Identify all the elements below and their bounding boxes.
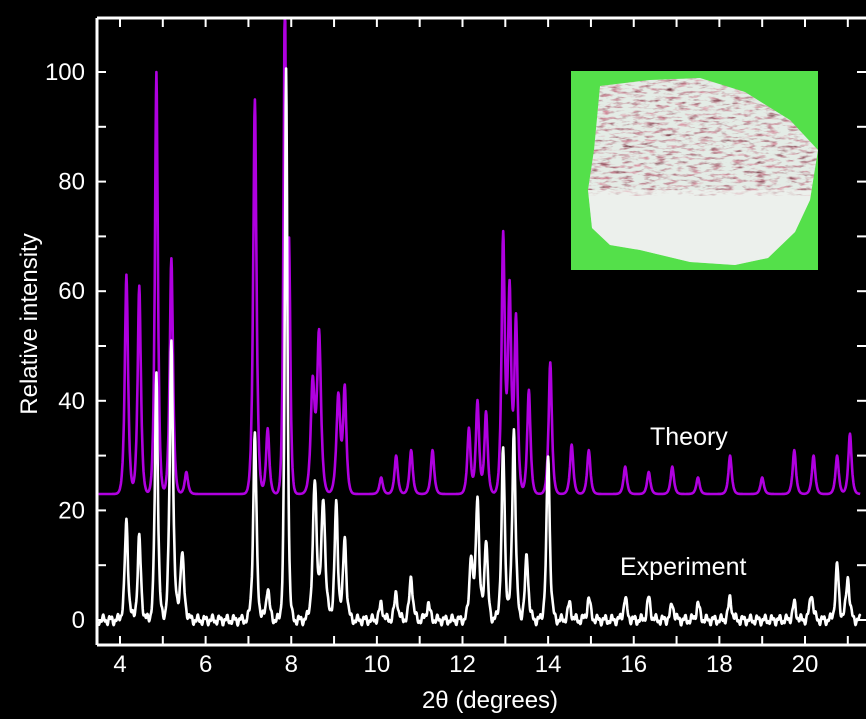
x-tick-label: 16 <box>620 651 647 678</box>
x-tick-label: 4 <box>113 651 126 678</box>
x-tick-label: 8 <box>285 651 298 678</box>
theory-label: Theory <box>650 423 728 451</box>
experiment-label: Experiment <box>620 553 746 581</box>
y-tick-label: 60 <box>58 278 85 305</box>
y-tick-label: 20 <box>58 497 85 524</box>
x-tick-label: 6 <box>199 651 212 678</box>
tick-layer: 4 6 8 10 12 14 16 18 20 0 20 40 60 80 100 <box>45 18 866 678</box>
y-axis-title: Relative intensity <box>16 233 43 414</box>
y-tick-label: 100 <box>45 59 85 86</box>
y-tick-label: 0 <box>72 607 85 634</box>
y-tick-label: 40 <box>58 388 85 415</box>
x-axis-title: 2θ (degrees) <box>422 687 558 714</box>
x-tick-label: 18 <box>706 651 733 678</box>
experiment-series-line <box>97 67 862 627</box>
plot-frame <box>95 16 866 647</box>
y-tick-label: 80 <box>58 169 85 196</box>
x-tick-label: 10 <box>364 651 391 678</box>
inset-photo <box>571 71 818 270</box>
theory-series-line <box>97 16 862 496</box>
x-tick-label: 20 <box>792 651 819 678</box>
x-tick-label: 14 <box>535 651 562 678</box>
series-layer <box>97 16 862 627</box>
x-tick-label: 12 <box>449 651 476 678</box>
